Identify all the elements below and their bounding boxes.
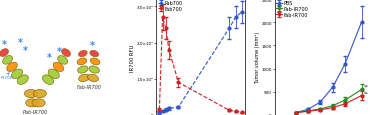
Text: **: ** xyxy=(364,91,369,96)
Ellipse shape xyxy=(26,99,39,107)
Ellipse shape xyxy=(33,90,46,98)
Ellipse shape xyxy=(3,56,12,65)
Text: **: ** xyxy=(364,84,369,89)
Text: *: * xyxy=(18,38,23,47)
Ellipse shape xyxy=(90,58,100,65)
Ellipse shape xyxy=(53,63,64,72)
Text: *: * xyxy=(23,46,28,56)
Ellipse shape xyxy=(48,69,59,79)
Ellipse shape xyxy=(87,75,98,82)
Text: Pab-IR700: Pab-IR700 xyxy=(23,109,48,114)
Ellipse shape xyxy=(7,63,17,72)
Ellipse shape xyxy=(58,56,68,65)
Legend: PBS, Pab-IR700, Fab-IR700: PBS, Pab-IR700, Fab-IR700 xyxy=(276,1,309,18)
Ellipse shape xyxy=(25,90,37,98)
Ellipse shape xyxy=(77,58,87,65)
Y-axis label: Tumor volume (mm³): Tumor volume (mm³) xyxy=(255,32,260,83)
Ellipse shape xyxy=(17,75,28,85)
Ellipse shape xyxy=(62,49,70,57)
Text: *: * xyxy=(57,47,62,57)
Text: Fab-IR700: Fab-IR700 xyxy=(77,84,102,89)
Ellipse shape xyxy=(42,75,54,85)
Legend: Pab700, Fab700: Pab700, Fab700 xyxy=(157,1,184,13)
Ellipse shape xyxy=(0,49,8,57)
Ellipse shape xyxy=(32,99,45,107)
Y-axis label: IR700 RFU: IR700 RFU xyxy=(130,44,135,71)
Text: *: * xyxy=(2,40,7,50)
Ellipse shape xyxy=(11,69,23,79)
Text: *: * xyxy=(90,40,95,50)
Text: *: * xyxy=(47,53,52,62)
Ellipse shape xyxy=(79,75,90,82)
Ellipse shape xyxy=(89,66,99,73)
Text: IR700: IR700 xyxy=(1,75,13,79)
Ellipse shape xyxy=(77,66,88,73)
Ellipse shape xyxy=(79,51,87,57)
Ellipse shape xyxy=(90,51,99,57)
